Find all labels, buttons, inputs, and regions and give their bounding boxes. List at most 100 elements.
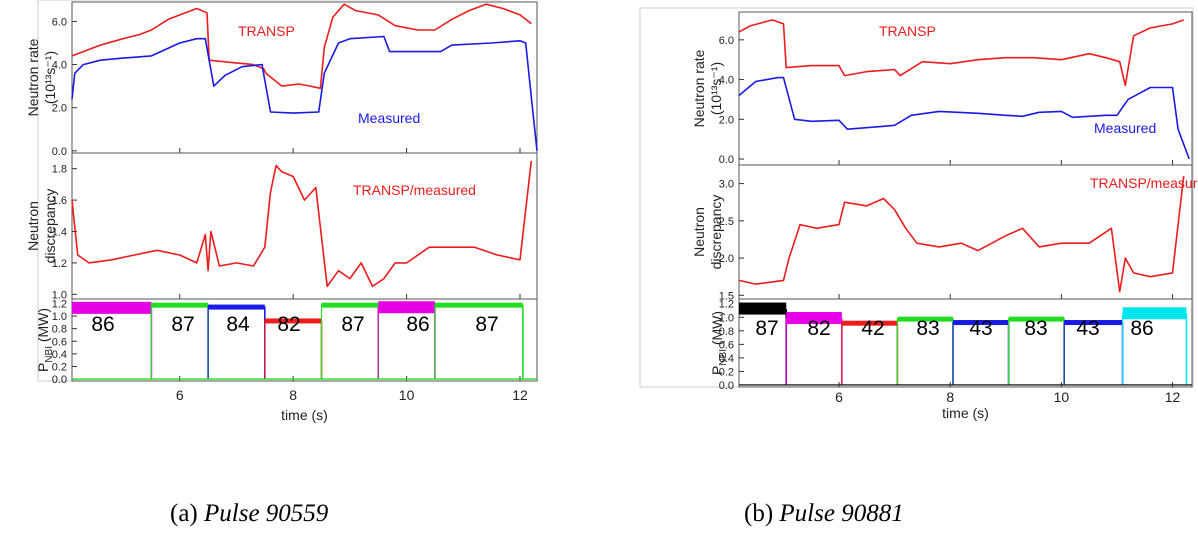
y-axis-label-main: P <box>35 363 51 372</box>
pnbi-level-bar <box>739 302 787 315</box>
pnbi-level-bar <box>378 301 435 314</box>
series-line-measured <box>71 35 538 151</box>
segment-label-87: 87 <box>341 313 364 336</box>
x-tick-label: 12 <box>512 387 528 403</box>
pnbi-level-bar <box>434 302 523 308</box>
y-tick-label: 2.0 <box>52 103 67 115</box>
caption-b: (b) Pulse 90881 <box>744 500 904 528</box>
y-tick-label: 3.0 <box>719 179 734 191</box>
y-axis-label-line: Neutron <box>25 201 41 251</box>
y-axis-label-main: P <box>709 366 725 375</box>
segment-label-87: 87 <box>755 317 778 340</box>
series-line-transp <box>738 19 1184 87</box>
y-tick-label: 1.6 <box>52 195 67 207</box>
y-tick-label: 4.0 <box>52 60 67 72</box>
x-tick-label: 8 <box>289 387 297 403</box>
y-axis-label-unit: (MW) <box>709 311 725 349</box>
y-tick-label: 0.6 <box>52 336 67 348</box>
segment-label-82: 82 <box>277 313 300 336</box>
y-tick-label: 6.0 <box>719 35 734 47</box>
annotation-transp-measured: TRANSP/measured <box>1090 175 1198 191</box>
y-tick-label: 4.0 <box>719 75 734 87</box>
plot-area <box>738 11 1193 166</box>
y-axis-label-line: (10¹³s⁻¹) <box>708 62 724 115</box>
segment-label-43: 43 <box>1076 317 1099 340</box>
annotation-transp: TRANSP <box>879 23 936 39</box>
pnbi-level-bar <box>1064 320 1123 326</box>
y-tick-label: 0.4 <box>719 353 734 365</box>
y-tick-label: 1.2 <box>719 299 734 311</box>
y-tick-label: 0.6 <box>719 339 734 351</box>
segment-label-86: 86 <box>1130 317 1153 340</box>
x-tick-label: 10 <box>1054 389 1070 405</box>
plot-area <box>71 152 538 300</box>
pnbi-level-bar <box>952 320 1009 326</box>
segment-label-42: 42 <box>861 317 884 340</box>
series-line-transp-measured <box>738 176 1185 293</box>
x-tick-label: 6 <box>835 389 843 405</box>
caption-a: (a) Pulse 90559 <box>170 500 328 528</box>
y-axis-label-unit: (MW) <box>35 308 51 346</box>
y-tick-label: 1.2 <box>52 298 67 310</box>
series-line-transp <box>71 3 532 90</box>
y-axis-label: Neutrondiscrepancy <box>691 195 724 270</box>
pnbi-level-bar <box>151 302 209 308</box>
y-tick-label: 0.2 <box>52 361 67 373</box>
caption-b-prefix: (b) <box>744 500 774 527</box>
y-tick-label: 0.8 <box>719 326 734 338</box>
y-axis-label: Neutron rate(10¹³s⁻¹) <box>25 38 58 116</box>
segment-label-43: 43 <box>969 317 992 340</box>
y-axis-label-line: Neutron <box>691 207 707 257</box>
plot-area <box>738 164 1193 300</box>
y-tick-label: 1.4 <box>52 226 67 238</box>
y-axis-label-line: discrepancy <box>42 189 58 264</box>
series-line-transp-measured <box>71 160 533 288</box>
pnbi-level-bar <box>264 318 322 324</box>
y-tick-label: 0.4 <box>52 349 67 361</box>
y-tick-label: 0.2 <box>719 366 734 378</box>
pnbi-level-bar <box>208 304 265 310</box>
plot-area <box>71 1 538 154</box>
y-tick-label: 1.8 <box>52 164 67 176</box>
x-axis-label: time (s) <box>942 405 989 421</box>
segment-label-82: 82 <box>807 317 830 340</box>
y-axis-label-sub: NBI <box>718 349 729 366</box>
pnbi-level-bar <box>841 320 898 326</box>
pnbi-level-bar <box>72 301 152 314</box>
y-tick-label: 0.0 <box>719 380 734 392</box>
segment-label-86: 86 <box>406 313 429 336</box>
subplot-discrepancy: 1.0 1.2 1.4 1.6 1.8 Neutrondiscrepancy TRANSP/… <box>25 152 538 301</box>
pnbi-level-bar <box>897 316 953 322</box>
y-tick-label: 0.0 <box>719 154 734 166</box>
x-tick-label: 8 <box>946 389 954 405</box>
y-tick-label: 0.0 <box>52 146 67 158</box>
annotation-transp-measured: TRANSP/measured <box>353 182 476 198</box>
y-axis-label-line: discrepancy <box>708 195 724 270</box>
y-tick-label: 1.0 <box>52 289 67 301</box>
y-tick-label: 1.2 <box>52 258 67 270</box>
y-tick-label: 0.8 <box>52 324 67 336</box>
pnbi-level-bar <box>1008 316 1065 322</box>
segment-label-84: 84 <box>226 313 250 336</box>
y-tick-label: 2.0 <box>719 114 734 126</box>
y-axis-label-line: (10¹³s⁻¹) <box>42 51 58 104</box>
y-tick-label: 2.0 <box>719 253 734 265</box>
segment-label-83: 83 <box>1024 317 1047 340</box>
y-tick-label: 0.0 <box>52 374 67 386</box>
pnbi-level-bar <box>1122 307 1187 320</box>
y-axis-label-line: Neutron rate <box>25 38 41 116</box>
panel-b: 0.0 2.0 4.0 6.0 Neutron rate(10¹³s⁻¹) TRANSP M… <box>639 7 1198 421</box>
caption-b-title: Pulse 90881 <box>779 500 904 527</box>
y-tick-label: 1.5 <box>719 290 734 302</box>
y-axis-label: Neutrondiscrepancy <box>25 189 58 264</box>
subplot-neutron-rate: 0.0 2.0 4.0 6.0 Neutron rate(10¹³s⁻¹) TRANSP M… <box>25 1 538 158</box>
subplot-neutron-rate: 0.0 2.0 4.0 6.0 Neutron rate(10¹³s⁻¹) TRANSP M… <box>691 11 1193 166</box>
segment-label-87: 87 <box>475 313 498 336</box>
y-tick-label: 1.0 <box>719 312 734 324</box>
pnbi-level-bar <box>321 302 379 308</box>
series-line-measured <box>738 76 1190 160</box>
x-tick-label: 12 <box>1165 389 1181 405</box>
subplot-discrepancy: 1.5 2.0 2.5 3.0 Neutrondiscrepancy TRANSP/mea… <box>691 164 1198 302</box>
